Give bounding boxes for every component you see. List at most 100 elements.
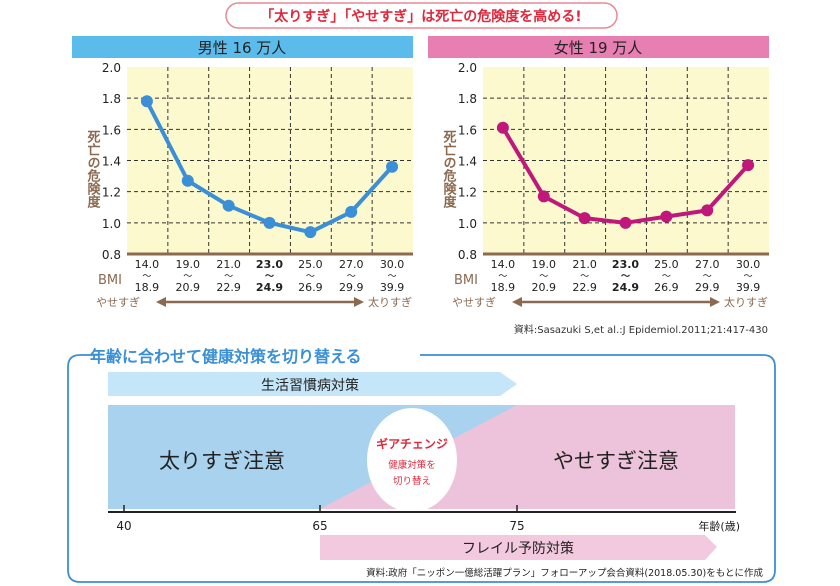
data-point <box>701 204 714 217</box>
data-point <box>537 190 550 203</box>
x-tick-from: 19.0 <box>176 258 201 271</box>
arrow-left-label: やせすぎ <box>452 295 496 309</box>
x-tick-tilde: 〜 <box>183 272 192 282</box>
x-tick-tilde: 〜 <box>142 272 151 282</box>
y-tick-label: 1.6 <box>102 123 121 137</box>
y-axis-label: 死亡の危険度 <box>441 130 457 209</box>
x-tick-to: 29.9 <box>695 281 720 294</box>
data-point <box>660 210 673 223</box>
y-tick-label: 1.4 <box>458 155 477 169</box>
left-label: 太りすぎ注意 <box>159 449 285 473</box>
data-point <box>619 216 632 229</box>
chart-title: 女性 19 万人 <box>554 39 643 57</box>
x-axis-label: BMI <box>454 273 478 288</box>
y-tick-label: 1.4 <box>102 155 121 169</box>
gear-change-line2: 切り替え <box>393 475 431 487</box>
x-tick-from: 21.0 <box>572 258 597 271</box>
frailty-arrow-label: フレイル予防対策 <box>462 540 574 557</box>
gear-change-circle <box>367 408 457 512</box>
section-source: 資料:政府「ニッポン一億総活躍プラン」フォローアップ会合資料(2018.05.3… <box>366 567 763 579</box>
x-tick-from: 23.0 <box>256 258 283 271</box>
frailty-arrow <box>320 535 717 560</box>
x-tick-to: 24.9 <box>256 281 283 294</box>
arrow-left-label: やせすぎ <box>96 295 140 309</box>
data-point <box>345 205 358 218</box>
age-tick-label: 40 <box>116 519 131 533</box>
x-tick-tilde: 〜 <box>621 272 630 282</box>
x-tick-from: 21.0 <box>216 258 241 271</box>
section-title: 年齢に合わせて健康対策を切り替える <box>90 347 362 366</box>
x-axis-label: BMI <box>98 273 122 288</box>
x-tick-from: 25.0 <box>298 258 323 271</box>
x-tick-tilde: 〜 <box>265 272 274 282</box>
arrow-right-label: 太りすぎ <box>368 295 412 309</box>
y-tick-label: 1.8 <box>458 92 477 106</box>
data-point <box>386 160 399 173</box>
x-tick-from: 14.0 <box>491 258 516 271</box>
x-tick-to: 26.9 <box>298 281 323 294</box>
age-tick-label: 65 <box>312 519 327 533</box>
arrow-right-label: 太りすぎ <box>724 295 768 309</box>
x-tick-tilde: 〜 <box>744 272 753 282</box>
x-tick-from: 27.0 <box>339 258 364 271</box>
arrow-right-icon <box>710 297 720 307</box>
x-tick-to: 20.9 <box>176 281 201 294</box>
data-point <box>578 212 591 225</box>
lifestyle-arrow <box>108 372 517 396</box>
x-tick-tilde: 〜 <box>347 272 356 282</box>
x-tick-to: 18.9 <box>135 281 160 294</box>
data-point <box>742 159 755 172</box>
x-tick-to: 39.9 <box>380 281 405 294</box>
x-tick-to: 22.9 <box>216 281 241 294</box>
x-tick-from: 27.0 <box>695 258 720 271</box>
source-citation: 資料:Sasazuki S,et al.:J Epidemiol.2011;21… <box>514 323 768 336</box>
x-tick-tilde: 〜 <box>703 272 712 282</box>
x-tick-from: 25.0 <box>654 258 679 271</box>
x-tick-to: 20.9 <box>532 281 557 294</box>
data-point <box>496 121 509 134</box>
x-tick-from: 19.0 <box>532 258 557 271</box>
y-tick-label: 1.0 <box>458 217 477 231</box>
chart-male: 男性 16 万人0.81.01.21.41.61.82.0死亡の危険度14.0〜… <box>72 36 413 309</box>
chart-female: 女性 19 万人0.81.01.21.41.61.82.0死亡の危険度14.0〜… <box>428 36 769 309</box>
x-tick-tilde: 〜 <box>306 272 315 282</box>
y-tick-label: 2.0 <box>102 61 121 75</box>
y-tick-label: 1.8 <box>102 92 121 106</box>
x-tick-to: 22.9 <box>572 281 597 294</box>
x-tick-tilde: 〜 <box>539 272 548 282</box>
data-point <box>304 226 317 239</box>
data-point <box>222 199 235 212</box>
chart-title: 男性 16 万人 <box>198 39 287 57</box>
y-tick-label: 1.2 <box>102 186 121 200</box>
y-tick-label: 0.8 <box>102 248 121 262</box>
right-label: やせすぎ注意 <box>553 449 679 473</box>
data-point <box>263 216 276 229</box>
x-tick-from: 30.0 <box>736 258 761 271</box>
x-tick-to: 29.9 <box>339 281 364 294</box>
x-tick-tilde: 〜 <box>498 272 507 282</box>
x-tick-to: 26.9 <box>654 281 679 294</box>
x-tick-tilde: 〜 <box>388 272 397 282</box>
x-tick-to: 18.9 <box>491 281 516 294</box>
arrow-right-icon <box>354 297 364 307</box>
x-tick-to: 39.9 <box>736 281 761 294</box>
age-axis-unit: 年齢(歳) <box>698 519 740 533</box>
headline-pill <box>225 2 618 29</box>
gear-change-line1: 健康対策を <box>388 459 436 471</box>
chart-header <box>428 36 769 58</box>
gear-change-title: ギアチェンジ <box>376 436 448 451</box>
x-tick-tilde: 〜 <box>662 272 671 282</box>
chart-header <box>72 36 413 58</box>
arrow-left-icon <box>156 297 166 307</box>
y-tick-label: 2.0 <box>458 61 477 75</box>
y-tick-label: 0.8 <box>458 248 477 262</box>
y-tick-label: 1.0 <box>102 217 121 231</box>
x-tick-to: 24.9 <box>612 281 639 294</box>
data-point <box>181 174 194 187</box>
data-point <box>140 95 153 108</box>
lifestyle-arrow-label: 生活習慣病対策 <box>261 377 359 394</box>
headline: 「太りすぎ」「やせすぎ」は死亡の危険度を高める! <box>260 8 581 25</box>
x-tick-from: 30.0 <box>380 258 405 271</box>
y-tick-label: 1.6 <box>458 123 477 137</box>
